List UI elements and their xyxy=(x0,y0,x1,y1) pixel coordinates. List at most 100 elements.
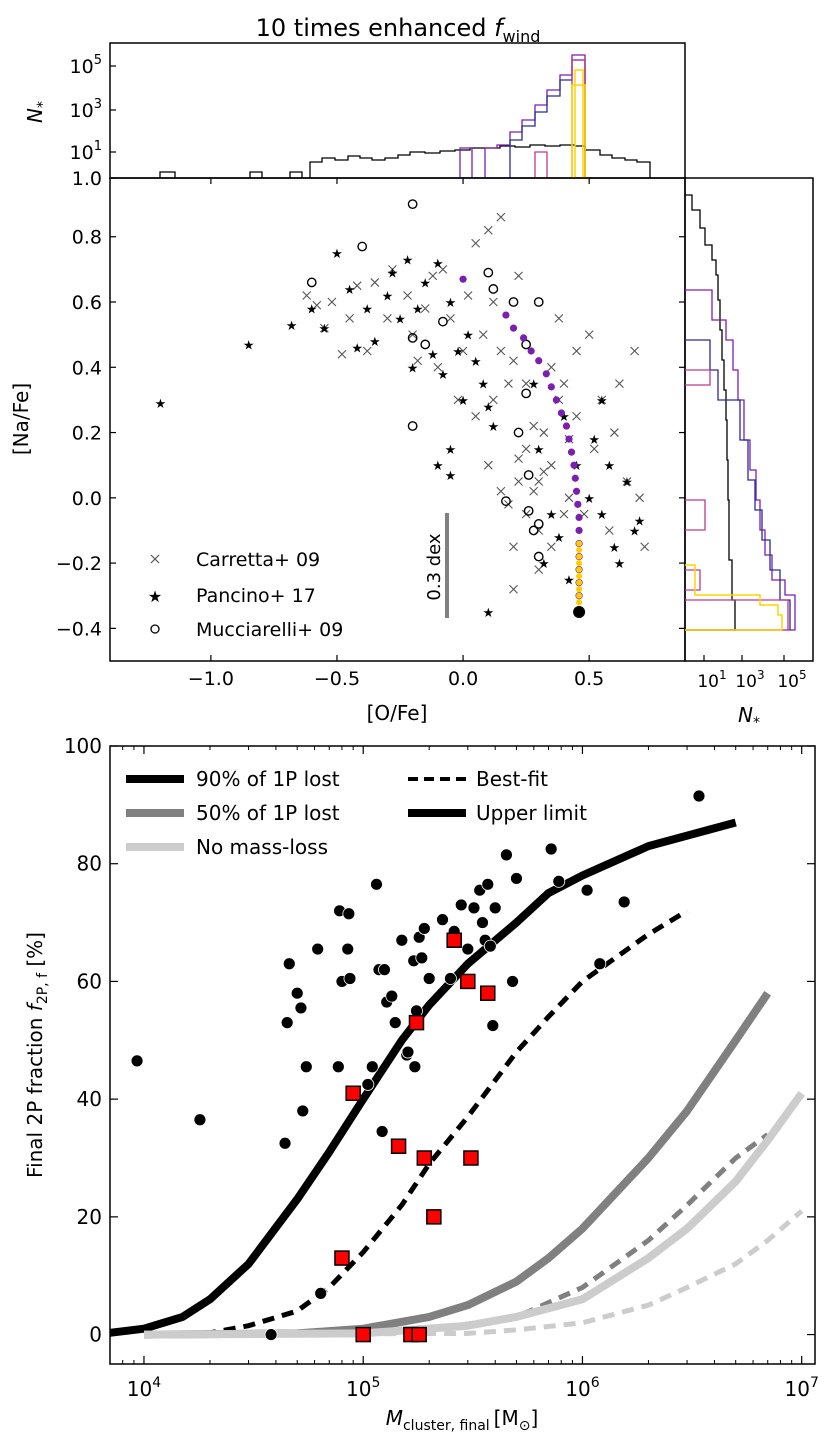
scatter-panel: −1.0 −0.5 0.0 0.5−0.4−0.20.00.20.40.60.8 ★★… xyxy=(9,177,686,725)
model-point-gold xyxy=(576,553,583,560)
bottom-ytick-label: 80 xyxy=(77,852,102,876)
observed-circle xyxy=(264,1328,278,1341)
observed-circle xyxy=(692,789,706,803)
mucciarelli-point xyxy=(533,519,544,529)
model-point xyxy=(552,396,560,404)
carretta-point xyxy=(534,477,544,486)
observed-circle xyxy=(299,1060,313,1074)
pancino-point: ★ xyxy=(407,361,419,376)
observed-circle xyxy=(361,1078,375,1091)
observed-circle xyxy=(544,842,558,856)
carretta-point xyxy=(521,379,531,388)
pancino-point: ★ xyxy=(331,247,343,262)
ylabel-main: Final 2P fraction xyxy=(23,1011,47,1178)
pancino-point: ★ xyxy=(604,459,616,474)
carretta-point xyxy=(509,542,518,552)
carretta-point xyxy=(546,362,556,372)
model-point xyxy=(459,275,467,283)
top-histogram: N* 1.0 101 103 105 xyxy=(23,42,686,190)
model-point xyxy=(535,357,543,365)
xlabel-unit-end: ] xyxy=(530,1406,538,1430)
legend-label-none: No mass-loss xyxy=(196,835,328,859)
model-point xyxy=(575,526,583,535)
legend-label-90: 90% of 1P lost xyxy=(196,767,340,791)
model-point xyxy=(562,422,571,430)
bottom-lines xyxy=(109,818,805,1339)
observed-square xyxy=(426,1209,442,1225)
xlabel-main: M xyxy=(386,1406,403,1430)
top-hist-ylabel: N* xyxy=(23,101,51,123)
legend-label-bestfit: Best-fit xyxy=(476,767,548,791)
top-hist-ytick-label: 103 xyxy=(70,97,102,122)
top-title: 10 times enhanced fwind xyxy=(256,14,541,46)
model-point xyxy=(502,311,510,319)
observed-circle xyxy=(552,874,566,888)
pancino-point: ★ xyxy=(546,508,558,523)
observed-circle xyxy=(415,951,429,965)
carretta-point xyxy=(514,477,523,486)
mucciarelli-point xyxy=(521,339,532,350)
observed-circle xyxy=(314,1286,328,1300)
carretta-point xyxy=(471,411,481,421)
pancino-point: ★ xyxy=(382,289,394,304)
observed-circle xyxy=(130,1054,144,1068)
pancino-point: ★ xyxy=(482,606,494,621)
model-point xyxy=(567,448,576,456)
bottom-xlabel: Mcluster, final [M⊙] xyxy=(386,1406,539,1434)
carretta-point xyxy=(509,356,518,366)
mucciarelli-point xyxy=(523,470,534,480)
pancino-point: ★ xyxy=(286,319,298,334)
model-point xyxy=(519,334,528,342)
pancino-point: ★ xyxy=(319,322,331,337)
carretta-point xyxy=(640,542,650,552)
observed-circle xyxy=(408,1060,422,1074)
observed-circle xyxy=(580,883,594,897)
top-hist-black xyxy=(159,144,651,178)
carretta-point xyxy=(337,349,347,359)
scale-bar-label: 0.3 dex xyxy=(424,533,445,601)
bottom-xtick-label: 105 xyxy=(346,1375,380,1401)
model-point xyxy=(565,435,573,443)
mucciarelli-point xyxy=(407,199,418,210)
right-hist-purple xyxy=(685,289,796,631)
pancino-point: ★ xyxy=(470,355,482,370)
bottom-ytick-label: 40 xyxy=(77,1087,102,1111)
observed-circle xyxy=(461,942,475,956)
carretta-point xyxy=(514,454,523,464)
carretta-point xyxy=(529,421,539,431)
model-point-gold xyxy=(576,579,583,586)
observed-circle xyxy=(342,907,356,921)
scatter-ticks: −1.0 −0.5 0.0 0.5 −0.4 −0.2 0.0 0.2 0.4 0.6 0.8 xyxy=(56,178,685,690)
bottom-xtick-label: 107 xyxy=(785,1375,819,1401)
observed-circle xyxy=(331,1060,345,1074)
observed-circle xyxy=(481,877,495,891)
model-curve xyxy=(109,818,737,1337)
bottom-marks xyxy=(130,789,706,1343)
mucciarelli-point xyxy=(501,496,511,506)
scatter-xtick-label: 0.0 xyxy=(448,668,478,690)
observed-square xyxy=(463,1150,479,1166)
pancino-point: ★ xyxy=(432,459,444,474)
observed-square xyxy=(411,1326,427,1343)
observed-circle xyxy=(422,972,436,985)
pancino-point: ★ xyxy=(609,541,621,556)
top-hist-ytick-label: 1.0 xyxy=(72,168,102,190)
carretta-point xyxy=(488,297,498,307)
scatter-xtick-label: −0.5 xyxy=(314,668,360,690)
observed-circle xyxy=(296,1104,310,1118)
pancino-point: ★ xyxy=(553,531,565,546)
bottom-legend: 90% of 1P lost 50% of 1P lost No mass-lo… xyxy=(126,767,587,859)
pancino-point: ★ xyxy=(533,443,545,458)
pancino-point: ★ xyxy=(394,312,406,327)
pancino-point: ★ xyxy=(387,267,399,282)
observed-square xyxy=(345,1085,361,1102)
bottom-xtick-label: 104 xyxy=(127,1375,161,1401)
right-hist-xtick-label: 105 xyxy=(777,668,806,692)
right-histogram: 101 103 105 N* xyxy=(684,177,814,731)
mucciarelli-point xyxy=(306,277,317,288)
pancino-point: ★ xyxy=(155,397,167,412)
carretta-point xyxy=(428,271,438,281)
observed-circle xyxy=(417,922,431,935)
bottom-ticks: 104 105 106 107 0 20 40 60 80 100 xyxy=(64,734,819,1401)
